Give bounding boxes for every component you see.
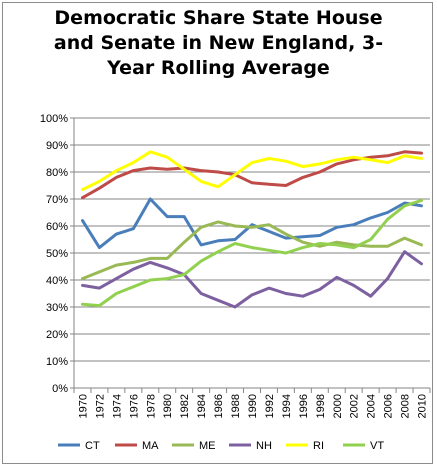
x-tick-label: 1998 [315,394,327,418]
y-tick-label: 50% [46,248,68,260]
y-tick-label: 10% [46,356,68,368]
x-tick-label: 1994 [281,394,293,418]
x-tick-label: 1988 [230,394,242,418]
x-tick-label: 1996 [298,394,310,418]
chart-title-line-1: Democratic Share State House [54,7,383,29]
x-tick-label: 2002 [349,394,361,418]
chart-title-line-3: Year Rolling Average [107,57,330,79]
series-line-vt [81,198,423,308]
legend-label-ma: MA [142,440,159,452]
gridlines [74,117,430,389]
x-tick-label: 2008 [400,394,412,418]
y-tick-label: 0% [52,383,68,395]
x-tick-label: 1978 [145,394,157,418]
y-axis: 0% 10% 20% 30% 40% 50% 60% 70% 80% 90% 100% [40,113,75,395]
x-tick-label: 2004 [366,394,378,418]
chart-title-line-2: and Senate in New England, 3- [53,32,384,54]
x-tick-label: 1974 [111,394,123,418]
legend-label-ri: RI [313,440,324,452]
x-axis: 1970 1972 1974 1976 1978 1980 1982 1984 1986 1988… [73,387,431,418]
y-tick-label: 30% [46,302,68,314]
legend-label-vt: VT [370,440,384,452]
y-tick-label: 90% [46,140,68,152]
x-tick-label: 1972 [94,394,106,418]
x-tick-label: 1976 [128,394,140,418]
x-tick-label: 1982 [179,394,191,418]
x-tick-label: 1992 [264,394,276,418]
y-tick-label: 40% [46,275,68,287]
y-tick-label: 80% [46,167,68,179]
x-tick-label: 1986 [213,394,225,418]
series-line-ct [81,197,423,250]
x-tick-label: 1984 [196,394,208,418]
x-tick-label: 2006 [383,394,395,418]
y-tick-label: 70% [46,194,68,206]
legend-label-nh: NH [256,440,272,452]
y-tick-label: 100% [40,113,68,125]
series-lines [81,150,423,309]
series-line-me [81,220,423,281]
x-tick-label: 1970 [77,394,89,418]
series-line-nh [81,250,423,309]
legend-label-me: ME [199,440,216,452]
x-tick-label: 2010 [417,394,429,418]
series-line-ri [81,150,423,192]
y-tick-label: 20% [46,329,68,341]
x-tick-label: 2000 [332,394,344,418]
x-tick-label: 1980 [162,394,174,418]
x-tick-label: 1990 [247,394,259,418]
legend-label-ct: CT [85,440,100,452]
legend: CT MA ME NH RI VT [58,440,384,452]
y-tick-label: 60% [46,221,68,233]
chart-title: Democratic Share State House and Senate … [0,6,437,81]
